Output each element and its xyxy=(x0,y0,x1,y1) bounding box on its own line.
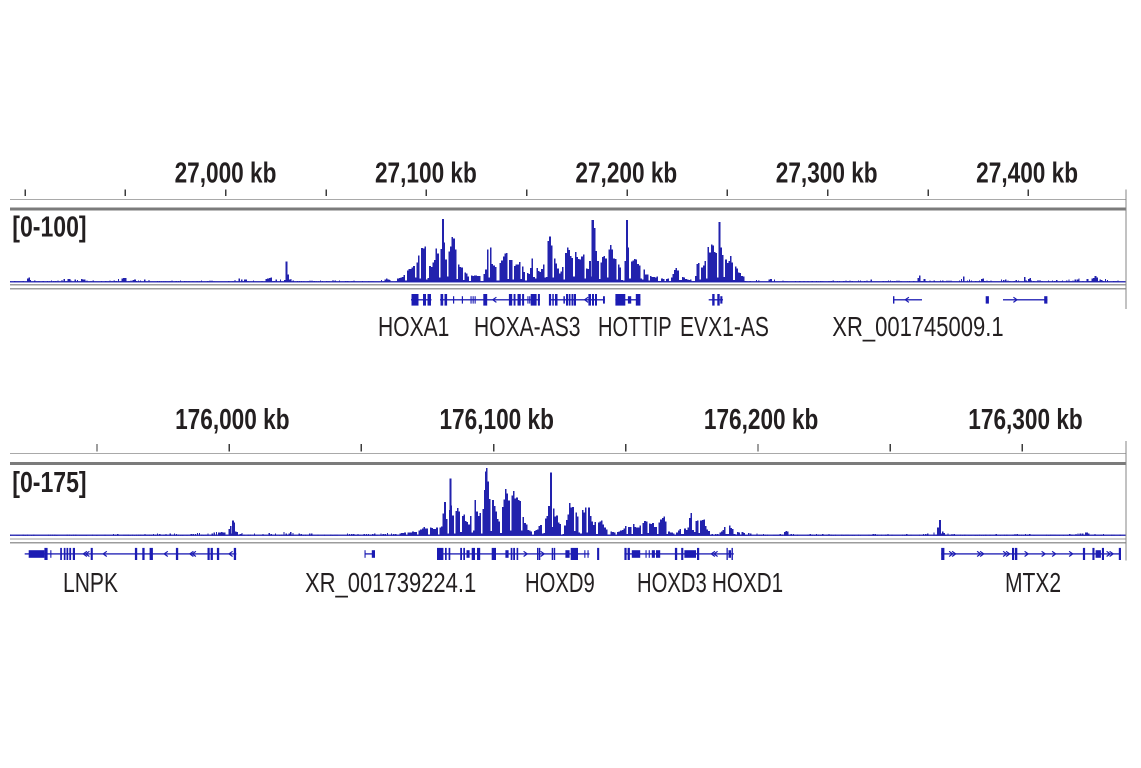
svg-text:176,200 kb: 176,200 kb xyxy=(704,402,818,435)
svg-text:HOXD3: HOXD3 xyxy=(637,568,707,599)
svg-text:[0-100]: [0-100] xyxy=(12,210,86,243)
svg-text:27,100 kb: 27,100 kb xyxy=(375,156,477,189)
svg-text:27,200 kb: 27,200 kb xyxy=(575,156,677,189)
svg-text:[0-175]: [0-175] xyxy=(12,465,86,498)
svg-text:176,300 kb: 176,300 kb xyxy=(968,402,1082,435)
svg-text:27,000 kb: 27,000 kb xyxy=(175,156,277,189)
svg-text:HOXA1: HOXA1 xyxy=(378,312,449,343)
svg-text:HOXD9: HOXD9 xyxy=(525,568,595,599)
svg-text:HOXA-AS3: HOXA-AS3 xyxy=(474,312,580,343)
svg-text:27,400 kb: 27,400 kb xyxy=(976,156,1078,189)
svg-text:EVX1-AS: EVX1-AS xyxy=(680,312,769,343)
svg-text:XR_001739224.1: XR_001739224.1 xyxy=(305,568,476,599)
svg-text:27,300 kb: 27,300 kb xyxy=(776,156,878,189)
svg-text:176,000 kb: 176,000 kb xyxy=(175,402,289,435)
svg-text:HOXD1: HOXD1 xyxy=(712,568,783,599)
svg-text:176,100 kb: 176,100 kb xyxy=(439,402,553,435)
svg-text:XR_001745009.1: XR_001745009.1 xyxy=(832,311,1003,342)
svg-text:HOTTIP: HOTTIP xyxy=(598,312,672,343)
svg-text:MTX2: MTX2 xyxy=(1005,568,1061,599)
svg-text:LNPK: LNPK xyxy=(63,568,118,599)
